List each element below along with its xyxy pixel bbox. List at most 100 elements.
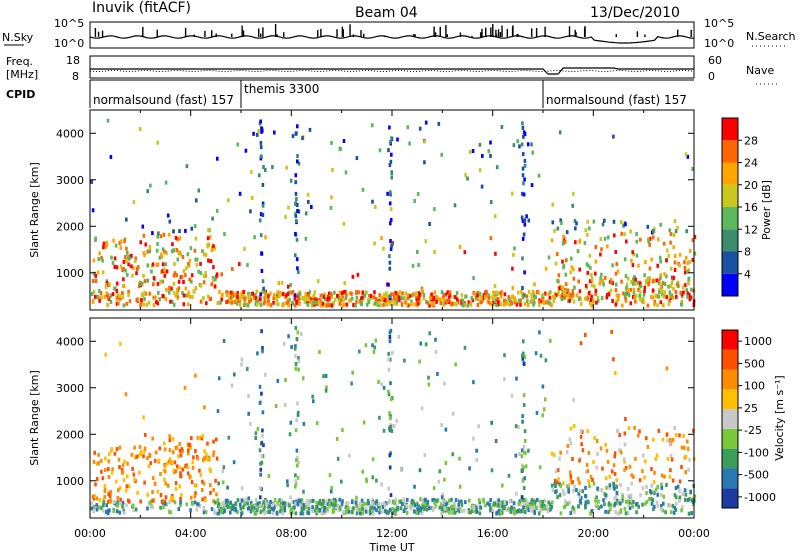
heatmap-cell	[296, 330, 300, 335]
heatmap-cell	[530, 293, 533, 298]
heatmap-cell	[645, 436, 648, 441]
heatmap-cell	[144, 291, 148, 296]
heatmap-cell	[148, 500, 152, 505]
heatmap-cell	[92, 289, 96, 294]
heatmap-cell	[113, 451, 117, 456]
heatmap-cell	[258, 173, 261, 178]
colorbar-tick-label: -25	[744, 424, 762, 437]
heatmap-cell	[686, 269, 689, 274]
heatmap-cell	[440, 152, 443, 157]
heatmap-cell	[361, 293, 364, 298]
heatmap-cell	[240, 291, 244, 296]
heatmap-cell	[396, 137, 399, 142]
heatmap-cell	[348, 291, 352, 296]
heatmap-cell	[490, 468, 494, 473]
heatmap-cell	[221, 480, 225, 485]
heatmap-cell	[174, 481, 178, 485]
heatmap-cell	[308, 127, 312, 132]
heatmap-cell	[448, 293, 452, 298]
heatmap-cell	[168, 219, 172, 224]
heatmap-cell	[136, 265, 140, 270]
heatmap-cell	[410, 503, 414, 508]
heatmap-cell	[172, 229, 175, 234]
heatmap-cell	[489, 153, 492, 158]
heatmap-cell	[127, 262, 130, 267]
heatmap-cell	[172, 248, 175, 253]
heatmap-cell	[686, 294, 689, 299]
heatmap-cell	[659, 276, 662, 280]
heatmap-cell	[667, 253, 671, 258]
heatmap-cell	[550, 505, 553, 509]
heatmap-cell	[590, 283, 594, 288]
heatmap-cell	[284, 214, 287, 219]
heatmap-cell	[630, 481, 634, 486]
heatmap-cell	[347, 506, 350, 511]
heatmap-cell	[282, 303, 285, 308]
heatmap-cell	[604, 493, 607, 498]
heatmap-cell	[344, 170, 348, 175]
heatmap-cell	[279, 503, 282, 508]
heatmap-cell	[371, 501, 374, 506]
heatmap-cell	[522, 465, 525, 470]
heatmap-cell	[235, 301, 239, 306]
heatmap-cell	[665, 258, 668, 263]
heatmap-cell	[236, 291, 239, 296]
heatmap-cell	[119, 239, 123, 244]
heatmap-cell	[141, 224, 145, 229]
heatmap-cell	[289, 495, 292, 500]
heatmap-cell	[163, 477, 166, 482]
heatmap-cell	[186, 471, 190, 476]
heatmap-cell	[405, 302, 409, 307]
heatmap-cell	[651, 288, 655, 293]
heatmap-cell	[187, 451, 190, 456]
heatmap-cell	[176, 464, 179, 469]
heatmap-cell	[271, 165, 274, 170]
heatmap-cell	[296, 159, 299, 164]
heatmap-cell	[526, 501, 529, 505]
heatmap-cell	[600, 488, 603, 492]
heatmap-cell	[413, 302, 416, 307]
heatmap-cell	[660, 289, 664, 294]
heatmap-cell	[164, 481, 167, 486]
heatmap-cell	[182, 302, 186, 307]
heatmap-cell	[641, 502, 644, 507]
heatmap-cell	[171, 498, 175, 503]
heatmap-cell	[115, 281, 119, 286]
heatmap-cell	[473, 292, 477, 297]
heatmap-cell	[361, 187, 365, 192]
heatmap-cell	[497, 498, 501, 503]
heatmap-cell	[631, 281, 635, 286]
heatmap-cell	[659, 259, 662, 264]
heatmap-cell	[208, 235, 212, 240]
heatmap-cell	[578, 289, 582, 294]
heatmap-cell	[500, 125, 504, 129]
heatmap-cell	[408, 141, 411, 146]
heatmap-cell	[588, 290, 591, 295]
heatmap-cell	[537, 290, 540, 295]
heatmap-cell	[603, 236, 607, 241]
heatmap-cell	[592, 219, 596, 224]
heatmap-cell	[172, 468, 175, 473]
heatmap-cell	[251, 291, 254, 296]
heatmap-cell	[177, 507, 181, 512]
heatmap-cell	[273, 498, 277, 502]
heatmap-cell	[385, 291, 388, 296]
heatmap-cell	[599, 446, 603, 451]
heatmap-cell	[333, 297, 337, 302]
heatmap-cell	[639, 281, 642, 286]
heatmap-cell	[116, 292, 119, 297]
heatmap-cell	[239, 502, 242, 507]
heatmap-cell	[693, 234, 697, 239]
heatmap-cell	[460, 502, 464, 507]
heatmap-cell	[261, 428, 264, 433]
heatmap-cell	[631, 504, 635, 509]
heatmap-cell	[179, 500, 182, 505]
heatmap-cell	[227, 290, 230, 295]
heatmap-cell	[119, 497, 122, 502]
heatmap-cell	[159, 493, 163, 497]
heatmap-cell	[649, 490, 653, 495]
heatmap-cell	[565, 501, 568, 506]
heatmap-cell	[567, 483, 571, 488]
heatmap-cell	[453, 203, 457, 208]
heatmap-cell	[521, 121, 524, 126]
